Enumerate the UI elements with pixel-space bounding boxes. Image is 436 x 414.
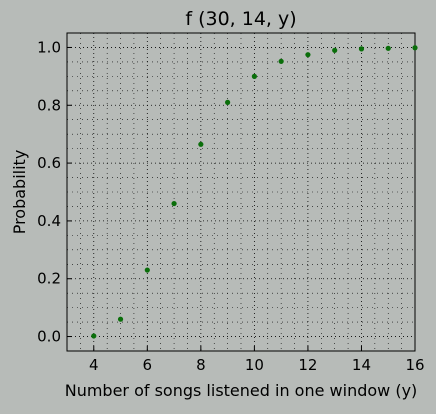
x-tick-label: 14 — [352, 356, 371, 374]
x-tick-label: 6 — [143, 356, 153, 374]
y-tick-label: 0.8 — [37, 96, 61, 114]
x-tick-label: 16 — [405, 356, 424, 374]
y-axis-label: Probability — [10, 150, 29, 235]
plot-area-frame — [66, 32, 416, 352]
data-point — [225, 99, 231, 105]
y-tick-label: 0.6 — [37, 154, 61, 172]
data-point — [385, 45, 391, 51]
x-tick-label: 10 — [245, 356, 264, 374]
data-point — [171, 200, 177, 207]
y-tick-label: 1.0 — [37, 38, 61, 56]
data-point — [305, 52, 311, 58]
data-point — [332, 47, 338, 53]
data-point — [412, 45, 418, 51]
data-point — [91, 333, 97, 339]
data-point — [198, 141, 204, 147]
data-point — [144, 267, 150, 273]
x-axis-label: Number of songs listened in one window (… — [65, 381, 418, 400]
data-point — [358, 46, 365, 52]
data-point — [117, 316, 124, 322]
tick-layer: 4 6 8 10 12 14 16 0.0 0.2 0.4 0.6 0.8 1.0 — [37, 38, 424, 374]
chart-title: f (30, 14, y) — [185, 8, 296, 30]
y-tick-label: 0.0 — [37, 328, 61, 346]
y-tick-label: 0.2 — [37, 270, 61, 288]
x-tick-label: 8 — [196, 356, 206, 374]
data-point — [251, 73, 257, 79]
grid-layer — [66, 32, 416, 352]
data-point — [278, 58, 284, 64]
x-tick-label: 4 — [89, 356, 99, 374]
data-points — [91, 45, 418, 339]
x-tick-label: 12 — [298, 356, 317, 374]
y-tick-label: 0.4 — [37, 212, 61, 230]
